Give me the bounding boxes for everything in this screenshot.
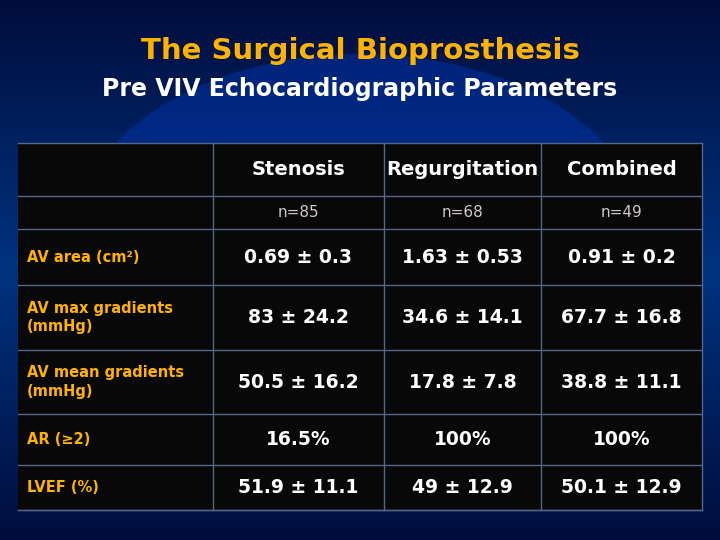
Text: 83 ± 24.2: 83 ± 24.2 [248, 308, 349, 327]
Text: 1.63 ± 0.53: 1.63 ± 0.53 [402, 248, 523, 267]
Text: AV max gradients
(mmHg): AV max gradients (mmHg) [27, 301, 173, 334]
Text: n=49: n=49 [600, 205, 642, 220]
Text: 50.5 ± 16.2: 50.5 ± 16.2 [238, 373, 359, 392]
Text: AR (≥2): AR (≥2) [27, 432, 90, 447]
Text: 49 ± 12.9: 49 ± 12.9 [412, 478, 513, 497]
Text: Regurgitation: Regurgitation [387, 160, 539, 179]
Text: Pre VIV Echocardiographic Parameters: Pre VIV Echocardiographic Parameters [102, 77, 618, 101]
Bar [18, 143, 702, 510]
Text: 51.9 ± 11.1: 51.9 ± 11.1 [238, 478, 359, 497]
Text: The Surgical Bioprosthesis: The Surgical Bioprosthesis [140, 37, 580, 65]
Text: n=85: n=85 [278, 205, 319, 220]
Text: 0.69 ± 0.3: 0.69 ± 0.3 [245, 248, 353, 267]
Text: 34.6 ± 14.1: 34.6 ± 14.1 [402, 308, 523, 327]
Text: 67.7 ± 16.8: 67.7 ± 16.8 [562, 308, 682, 327]
Text: 38.8 ± 11.1: 38.8 ± 11.1 [562, 373, 682, 392]
Text: n=68: n=68 [442, 205, 483, 220]
Text: 16.5%: 16.5% [266, 430, 330, 449]
Text: LVEF (%): LVEF (%) [27, 480, 99, 495]
Text: 100%: 100% [593, 430, 650, 449]
Text: 17.8 ± 7.8: 17.8 ± 7.8 [409, 373, 516, 392]
Text: AV area (cm²): AV area (cm²) [27, 250, 139, 265]
Text: 100%: 100% [433, 430, 492, 449]
Text: Combined: Combined [567, 160, 677, 179]
Text: 0.91 ± 0.2: 0.91 ± 0.2 [568, 248, 675, 267]
Text: 50.1 ± 12.9: 50.1 ± 12.9 [562, 478, 682, 497]
Ellipse shape [72, 54, 648, 432]
Text: AV mean gradients
(mmHg): AV mean gradients (mmHg) [27, 365, 184, 399]
Text: Stenosis: Stenosis [251, 160, 346, 179]
